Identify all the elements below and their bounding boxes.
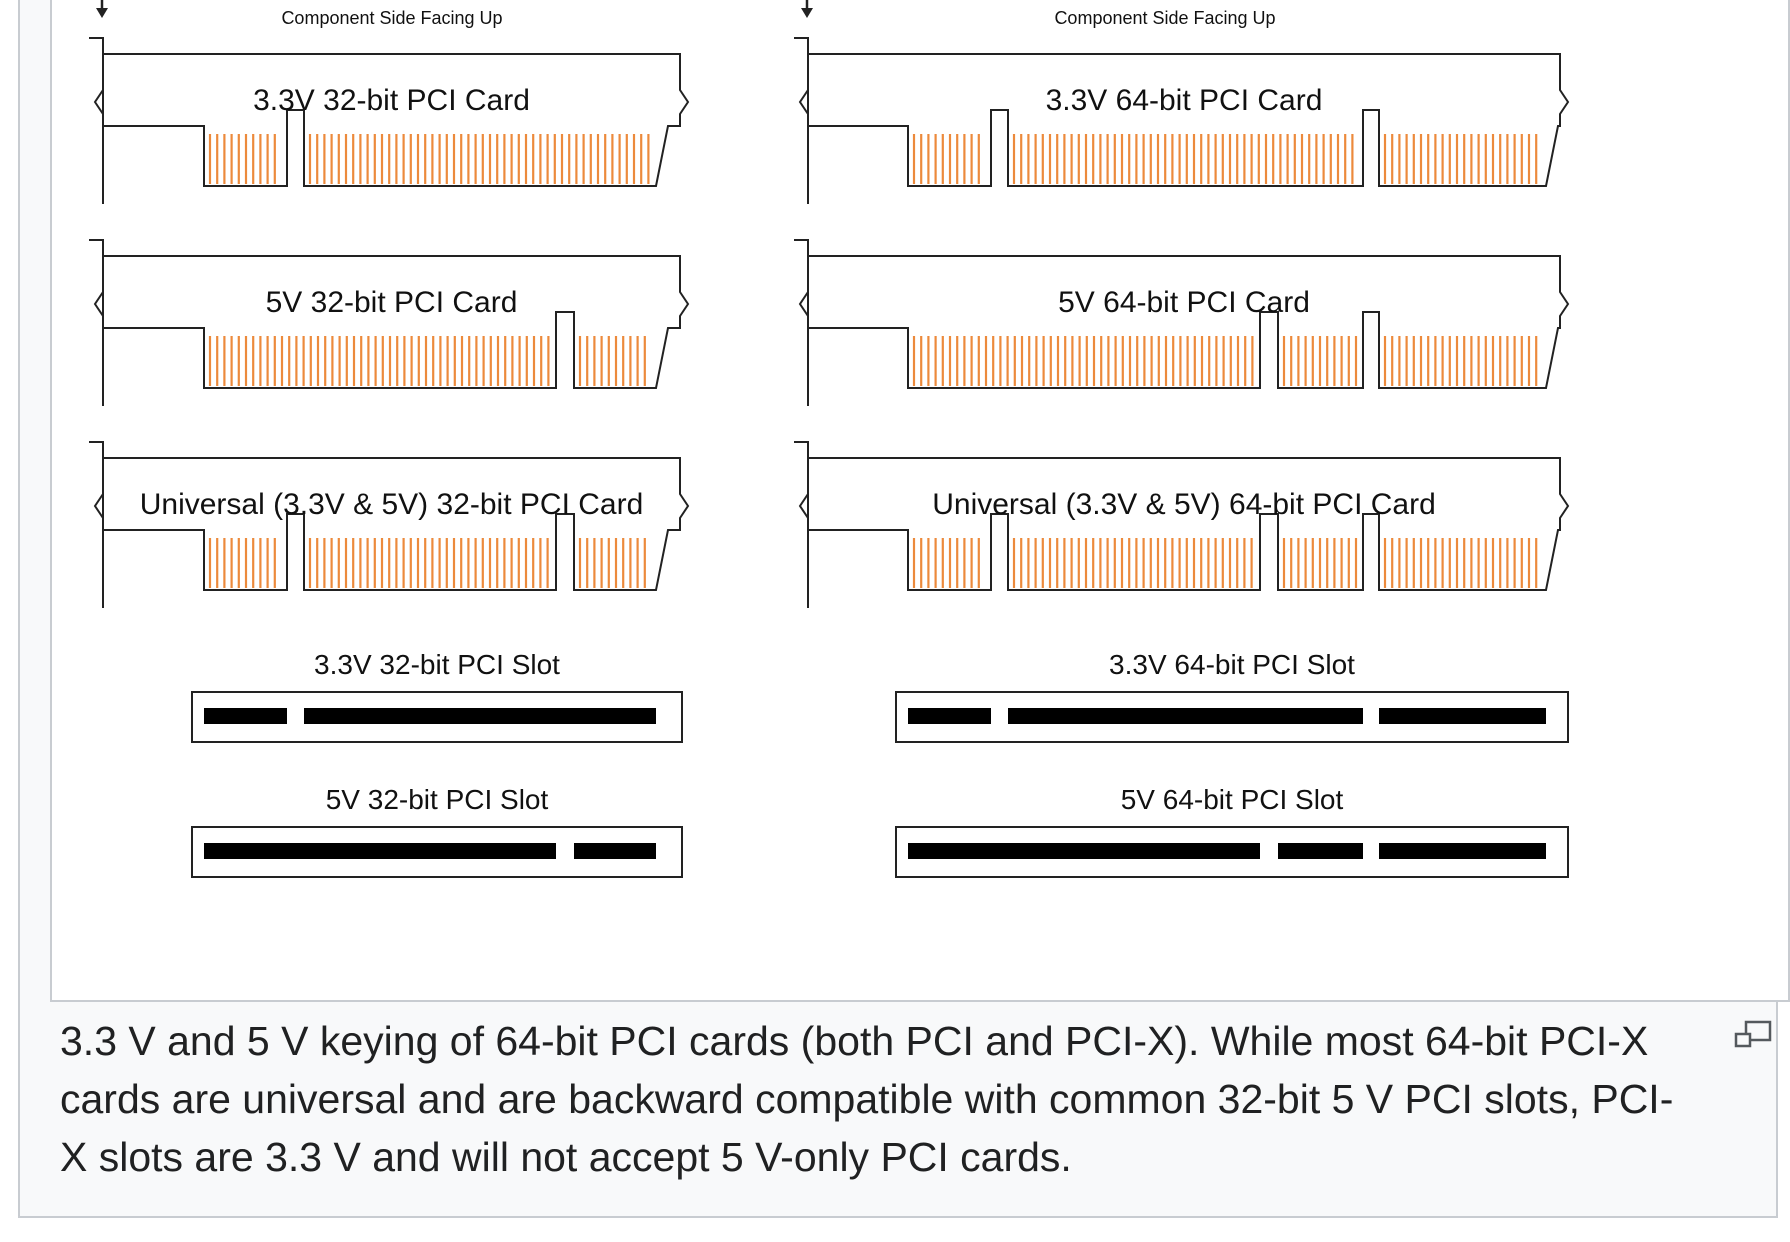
card-outline — [103, 457, 690, 591]
card-bracket — [794, 239, 809, 406]
card-break-line — [798, 493, 809, 519]
slot-pin-block — [204, 843, 556, 859]
card-break-line — [93, 291, 104, 317]
figure-thumbnail: Component Side Facing Up Component Side F… — [18, 0, 1790, 1218]
magnify-icon[interactable] — [1734, 1020, 1774, 1052]
pci-card: 5V 32-bit PCI Card — [89, 239, 690, 406]
card-bracket — [89, 441, 104, 608]
card-outline — [808, 53, 1570, 187]
orientation-note: Component Side Facing Up — [1054, 8, 1275, 28]
card-bracket — [794, 441, 809, 608]
arrowhead-icon — [96, 8, 108, 18]
slot-label: 3.3V 32-bit PCI Slot — [314, 649, 560, 680]
card-label: Universal (3.3V & 5V) 32-bit PCI Card — [140, 488, 644, 521]
card-break-line — [93, 89, 104, 115]
slot-pin-block — [1278, 843, 1363, 859]
slot-pin-block — [908, 708, 991, 724]
card-label: Universal (3.3V & 5V) 64-bit PCI Card — [932, 488, 1436, 521]
orientation-note: Component Side Facing Up — [281, 8, 502, 28]
card-bracket — [89, 239, 104, 406]
card-outline — [808, 255, 1570, 389]
card-outline — [103, 255, 690, 389]
pci-slot: 3.3V 64-bit PCI Slot — [895, 649, 1569, 743]
slot-pin-block — [908, 843, 1260, 859]
card-bracket — [89, 37, 104, 204]
figure-caption: 3.3 V and 5 V keying of 64-bit PCI cards… — [60, 1018, 1674, 1180]
slot-pin-block — [204, 708, 287, 724]
pci-card: Universal (3.3V & 5V) 32-bit PCI Card — [89, 441, 690, 608]
card-break-line — [93, 493, 104, 519]
pci-card: Universal (3.3V & 5V) 64-bit PCI Card — [794, 441, 1570, 608]
pci-card: 3.3V 64-bit PCI Card — [794, 37, 1570, 204]
pci-slot: 5V 32-bit PCI Slot — [191, 784, 683, 878]
card-label: 3.3V 32-bit PCI Card — [253, 84, 530, 117]
slot-label: 5V 32-bit PCI Slot — [326, 784, 549, 815]
arrowhead-icon — [801, 8, 813, 18]
card-outline — [103, 53, 690, 187]
card-label: 5V 32-bit PCI Card — [266, 286, 518, 319]
card-bracket — [794, 37, 809, 204]
slot-pin-block — [574, 843, 656, 859]
card-break-line — [798, 89, 809, 115]
slot-pin-block — [304, 708, 656, 724]
pci-card: 3.3V 32-bit PCI Card — [89, 37, 690, 204]
card-break-line — [798, 291, 809, 317]
pci-card: 5V 64-bit PCI Card — [794, 239, 1570, 406]
card-label: 5V 64-bit PCI Card — [1058, 286, 1310, 319]
slot-pin-block — [1379, 843, 1546, 859]
pci-keying-diagram: Component Side Facing Up Component Side F… — [50, 0, 1790, 1002]
card-label: 3.3V 64-bit PCI Card — [1046, 84, 1323, 117]
slot-label: 5V 64-bit PCI Slot — [1121, 784, 1344, 815]
slot-label: 3.3V 64-bit PCI Slot — [1109, 649, 1355, 680]
pci-slot: 3.3V 32-bit PCI Slot — [191, 649, 683, 743]
pci-slot: 5V 64-bit PCI Slot — [895, 784, 1569, 878]
slot-pin-block — [1008, 708, 1363, 724]
slot-pin-block — [1379, 708, 1546, 724]
card-outline — [808, 457, 1570, 591]
diagram-canvas: Component Side Facing Up Component Side F… — [89, 0, 1570, 878]
